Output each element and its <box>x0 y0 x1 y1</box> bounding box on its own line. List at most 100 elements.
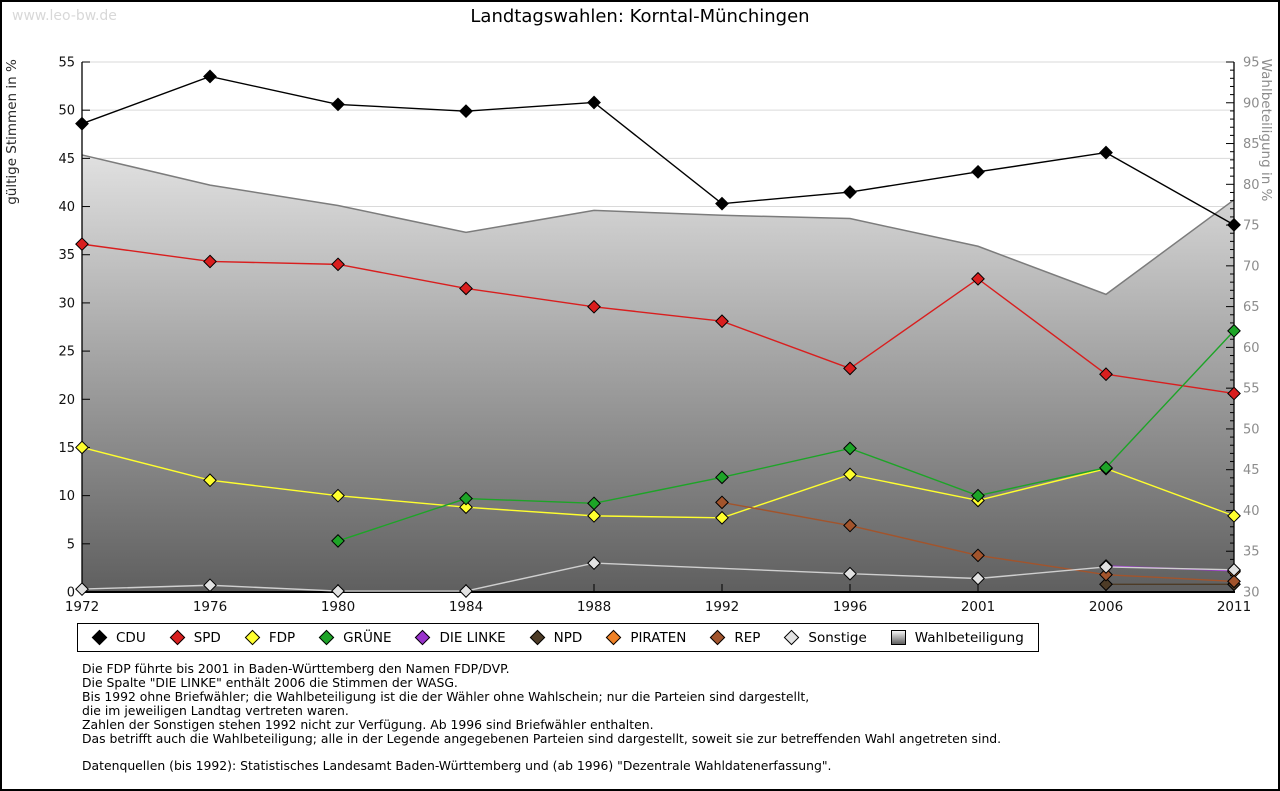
legend-label: REP <box>734 629 761 646</box>
series-marker-Sonstige <box>1227 562 1241 577</box>
axis-text: 15 <box>58 441 75 456</box>
series-marker-GRÜNE <box>587 496 601 511</box>
series-marker-SPD <box>75 237 89 252</box>
axis-text: 10 <box>58 489 75 504</box>
axis-text: 55 <box>1243 382 1260 397</box>
series-marker-Sonstige <box>587 556 601 570</box>
series-marker-CDU <box>75 116 89 131</box>
series-marker-SPD <box>1099 367 1113 382</box>
election-results-line-chart: 0 5 10 15 20 25 30 35 40 45 50 55 30 35 40 45 50 55 60 65 70… <box>4 56 1274 616</box>
diamond-marker-icon <box>415 629 431 646</box>
series-line-CDU <box>81 75 1235 226</box>
axis-text: 1980 <box>321 599 355 615</box>
legend-label: Sonstige <box>808 629 867 646</box>
axis-text: 1996 <box>833 599 867 615</box>
diamond-marker-icon <box>606 629 622 646</box>
axis-text: gültige Stimmen in % <box>4 59 20 205</box>
series-marker-SPD <box>715 314 729 329</box>
axis-text: 45 <box>58 152 75 167</box>
series-marker-REP <box>1227 574 1241 589</box>
series-marker-REP <box>843 518 857 533</box>
footnote-line: Datenquellen (bis 1992): Statistisches L… <box>82 758 832 774</box>
series-marker-SPD <box>203 254 217 269</box>
series-marker-Sonstige <box>459 584 473 598</box>
legend-item-piraten: PIRATEN <box>606 630 686 646</box>
series-marker-Sonstige <box>331 584 345 598</box>
watermark-link-text: www.leo-bw.de <box>12 8 117 24</box>
chart-footnotes: Die FDP führte bis 2001 in Baden-Württem… <box>82 662 1001 773</box>
series-marker-SPD <box>1227 386 1241 401</box>
series-marker-Sonstige <box>971 571 985 586</box>
footnote-line: Zahlen der Sonstigen stehen 1992 nicht z… <box>82 716 654 732</box>
diamond-marker-icon <box>710 629 726 646</box>
series-marker-Sonstige <box>203 578 217 593</box>
series-line-SPD <box>81 243 1235 395</box>
axis-text: 25 <box>58 345 75 360</box>
axis-text: 1976 <box>193 599 227 615</box>
legend-label: SPD <box>193 629 221 646</box>
series-marker-Sonstige <box>843 566 857 581</box>
series-marker-CDU <box>203 69 217 84</box>
series-marker-SPD <box>331 257 345 272</box>
series-marker-CDU <box>331 97 345 112</box>
legend-item-cdu: CDU <box>91 629 146 646</box>
legend-item-npd: NPD <box>529 629 583 646</box>
axis-text: 50 <box>58 104 75 119</box>
series-marker-GRÜNE <box>971 488 985 503</box>
wahlbeteiligung-line <box>81 154 1235 296</box>
series-line-GRÜNE <box>337 330 1235 542</box>
chart-legend: CDU SPD FDP GRÜNE DIE LINKE NPD PIRATEN REP Sons… <box>77 623 1039 652</box>
footnote-line: Die FDP führte bis 2001 in Baden-Württem… <box>82 661 510 676</box>
axis-text: 85 <box>1243 137 1260 152</box>
axis-text: 60 <box>1243 341 1260 356</box>
footnote-line: Das betrifft auch die Wahlbeteiligung; a… <box>82 730 1002 746</box>
series-marker-SPD <box>459 281 473 296</box>
page-title: Landtagswahlen: Korntal-Münchingen <box>470 6 810 27</box>
series-marker-REP <box>971 548 985 563</box>
axis-text: 40 <box>58 200 75 215</box>
legend-label: NPD <box>553 629 583 646</box>
series-marker-CDU <box>843 185 857 199</box>
wahlbeteiligung-area <box>82 154 1234 592</box>
legend-label: GRÜNE <box>343 629 392 646</box>
diamond-marker-icon <box>91 629 108 646</box>
series-marker-GRÜNE <box>331 534 345 548</box>
series-marker-Sonstige <box>1099 560 1113 574</box>
legend-item-wahlbeteiligung: Wahlbeteiligung <box>890 629 1024 646</box>
axis-text: 2011 <box>1217 599 1251 615</box>
series-marker-FDP <box>75 440 89 455</box>
square-marker-icon <box>890 630 906 645</box>
diamond-marker-icon <box>318 629 335 646</box>
series-marker-REP <box>715 495 729 510</box>
axis-text: 1972 <box>65 599 99 615</box>
series-marker-FDP <box>1227 508 1241 523</box>
diamond-marker-icon <box>529 629 545 646</box>
axis-text: 65 <box>1243 300 1260 315</box>
axis-text: 0 <box>67 586 75 601</box>
legend-label: FDP <box>268 629 296 646</box>
series-marker-CDU <box>971 164 985 179</box>
series-marker-SPD <box>587 299 601 314</box>
series-line-FDP <box>81 446 1235 519</box>
axis-text: 2001 <box>961 599 995 615</box>
diamond-marker-icon <box>169 629 185 646</box>
series-marker-GRÜNE <box>1099 460 1113 475</box>
footnote-line: Bis 1992 ohne Briefwähler; die Wahlbetei… <box>82 688 810 704</box>
axis-text: 20 <box>58 393 75 408</box>
axis-text: 2006 <box>1089 599 1123 615</box>
legend-label: DIE LINKE <box>439 629 506 646</box>
legend-item-grüne: GRÜNE <box>318 629 392 646</box>
legend-label: CDU <box>116 629 146 646</box>
series-marker-FDP <box>459 500 473 515</box>
diamond-marker-icon <box>784 629 800 646</box>
axis-text: 40 <box>1243 504 1260 519</box>
axis-text: 35 <box>1243 545 1260 560</box>
series-marker-FDP <box>203 473 217 488</box>
legend-label: Wahlbeteiligung <box>914 629 1024 646</box>
series-marker-SPD <box>843 361 857 376</box>
series-marker-FDP <box>715 510 729 525</box>
series-marker-REP <box>1099 567 1113 582</box>
series-marker-CDU <box>1227 217 1241 232</box>
axis-text: 30 <box>1243 586 1260 601</box>
